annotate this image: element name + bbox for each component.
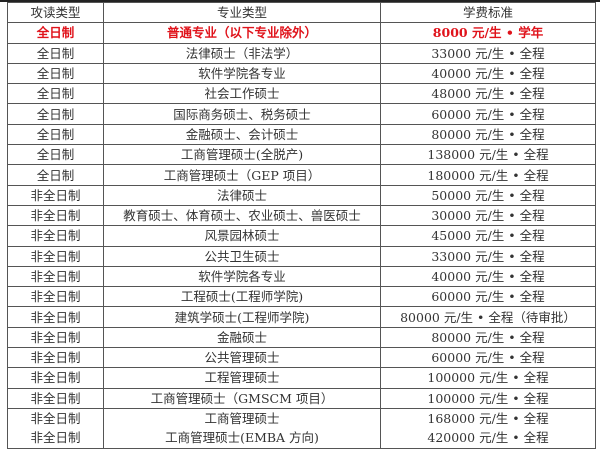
table-row: 非全日制 建筑学硕士(工程师学院) 80000 元/生 • 全程（待审批） <box>7 306 596 328</box>
fee-cell: 30000 元/生 • 全程 <box>380 204 596 227</box>
header-study-type: 攻读类型 <box>7 1 104 24</box>
table-row: 非全日制 金融硕士 80000 元/生 • 全程 <box>7 326 596 349</box>
table-row: 非全日制 公共管理硕士 60000 元/生 • 全程 <box>7 347 596 369</box>
table-row: 非全日制 风景园林硕士 45000 元/生 • 全程 <box>7 225 596 247</box>
major-cell: 公共管理硕士 <box>103 347 381 369</box>
fee-cell: 33000 元/生 • 全程 <box>380 245 596 267</box>
header-row: 攻读类型 专业类型 学费标准 <box>7 1 596 24</box>
study-type-cell: 非全日制 <box>7 225 104 247</box>
fee-cell: 40000 元/生 • 全程 <box>380 62 596 85</box>
study-type-cell: 非全日制 <box>7 347 104 369</box>
study-type-cell: 非全日制 <box>7 428 104 449</box>
fee-cell: 100000 元/生 • 全程 <box>380 387 596 409</box>
major-cell: 工程硕士(工程师学院) <box>103 286 381 308</box>
major-cell: 社会工作硕士 <box>103 83 381 105</box>
major-cell: 法律硕士 <box>103 184 381 206</box>
table-row: 全日制 工商管理硕士(全脱产) 138000 元/生 • 全程 <box>7 144 596 166</box>
fee-cell: 50000 元/生 • 全程 <box>380 184 596 206</box>
study-type-cell: 非全日制 <box>7 326 104 349</box>
study-type-cell: 非全日制 <box>7 265 104 288</box>
major-cell: 工商管理硕士（GMSCM 项目） <box>103 387 381 409</box>
table-row: 全日制 工商管理硕士（GEP 项目） 180000 元/生 • 全程 <box>7 164 596 186</box>
study-type-cell: 非全日制 <box>7 407 104 429</box>
major-cell: 工商管理硕士 <box>103 407 381 429</box>
fee-cell: 80000 元/生 • 全程 <box>380 123 596 146</box>
study-type-cell: 全日制 <box>7 83 104 105</box>
table-row: 非全日制 工程管理硕士 100000 元/生 • 全程 <box>7 367 596 389</box>
table-row: 非全日制 教育硕士、体育硕士、农业硕士、兽医硕士 30000 元/生 • 全程 <box>7 204 596 227</box>
study-type-cell: 全日制 <box>7 103 104 125</box>
fee-cell: 80000 元/生 • 全程（待审批） <box>380 306 596 328</box>
table-row: 非全日制 法律硕士 50000 元/生 • 全程 <box>7 184 596 206</box>
fee-cell: 45000 元/生 • 全程 <box>380 225 596 247</box>
fee-cell: 33000 元/生 • 全程 <box>380 42 596 64</box>
major-cell: 教育硕士、体育硕士、农业硕士、兽医硕士 <box>103 204 381 227</box>
major-cell: 法律硕士（非法学） <box>103 42 381 64</box>
fee-cell: 420000 元/生 • 全程 <box>380 428 596 449</box>
header-major-type: 专业类型 <box>103 1 381 24</box>
study-type-cell: 非全日制 <box>7 286 104 308</box>
fee-cell: 8000 元/生 • 学年 <box>380 22 596 44</box>
fee-cell: 80000 元/生 • 全程 <box>380 326 596 349</box>
major-cell: 公共卫生硕士 <box>103 245 381 267</box>
fee-cell: 60000 元/生 • 全程 <box>380 286 596 308</box>
table-row: 全日制 普通专业（以下专业除外） 8000 元/生 • 学年 <box>7 22 596 44</box>
major-cell: 普通专业（以下专业除外） <box>103 22 381 44</box>
study-type-cell: 非全日制 <box>7 245 104 267</box>
table-row: 非全日制 公共卫生硕士 33000 元/生 • 全程 <box>7 245 596 267</box>
table-row: 全日制 金融硕士、会计硕士 80000 元/生 • 全程 <box>7 123 596 146</box>
fee-cell: 180000 元/生 • 全程 <box>380 164 596 186</box>
fee-cell: 168000 元/生 • 全程 <box>380 407 596 429</box>
header-fee-standard: 学费标准 <box>380 1 596 24</box>
fee-cell: 60000 元/生 • 全程 <box>380 103 596 125</box>
study-type-cell: 全日制 <box>7 123 104 146</box>
major-cell: 软件学院各专业 <box>103 62 381 85</box>
major-cell: 工程管理硕士 <box>103 367 381 389</box>
major-cell: 金融硕士 <box>103 326 381 349</box>
major-cell: 风景园林硕士 <box>103 225 381 247</box>
major-cell: 工商管理硕士(全脱产) <box>103 144 381 166</box>
fee-cell: 100000 元/生 • 全程 <box>380 367 596 389</box>
major-cell: 工商管理硕士(EMBA 方向) <box>103 428 381 449</box>
top-border <box>0 0 600 2</box>
table-row: 非全日制 工程硕士(工程师学院) 60000 元/生 • 全程 <box>7 286 596 308</box>
major-cell: 国际商务硕士、税务硕士 <box>103 103 381 125</box>
study-type-cell: 全日制 <box>7 62 104 85</box>
major-cell: 软件学院各专业 <box>103 265 381 288</box>
study-type-cell: 非全日制 <box>7 367 104 389</box>
study-type-cell: 全日制 <box>7 164 104 186</box>
table-row: 非全日制 工商管理硕士（GMSCM 项目） 100000 元/生 • 全程 <box>7 387 596 409</box>
major-cell: 建筑学硕士(工程师学院) <box>103 306 381 328</box>
study-type-cell: 非全日制 <box>7 184 104 206</box>
table-row: 非全日制 软件学院各专业 40000 元/生 • 全程 <box>7 265 596 288</box>
table-row: 非全日制 工商管理硕士 168000 元/生 • 全程 <box>7 407 596 429</box>
table-row: 全日制 软件学院各专业 40000 元/生 • 全程 <box>7 62 596 85</box>
study-type-cell: 非全日制 <box>7 306 104 328</box>
major-cell: 金融硕士、会计硕士 <box>103 123 381 146</box>
table-row: 全日制 国际商务硕士、税务硕士 60000 元/生 • 全程 <box>7 103 596 125</box>
fee-cell: 48000 元/生 • 全程 <box>380 83 596 105</box>
study-type-cell: 全日制 <box>7 42 104 64</box>
fee-cell: 40000 元/生 • 全程 <box>380 265 596 288</box>
fee-cell: 60000 元/生 • 全程 <box>380 347 596 369</box>
major-cell: 工商管理硕士（GEP 项目） <box>103 164 381 186</box>
tuition-table: 攻读类型 专业类型 学费标准 全日制 普通专业（以下专业除外） 8000 元/生 •… <box>7 1 596 449</box>
study-type-cell: 全日制 <box>7 144 104 166</box>
fee-cell: 138000 元/生 • 全程 <box>380 144 596 166</box>
study-type-cell: 非全日制 <box>7 204 104 227</box>
table-row: 非全日制 工商管理硕士(EMBA 方向) 420000 元/生 • 全程 <box>7 428 596 449</box>
table-row: 全日制 法律硕士（非法学） 33000 元/生 • 全程 <box>7 42 596 64</box>
study-type-cell: 非全日制 <box>7 387 104 409</box>
study-type-cell: 全日制 <box>7 22 104 44</box>
table-row: 全日制 社会工作硕士 48000 元/生 • 全程 <box>7 83 596 105</box>
